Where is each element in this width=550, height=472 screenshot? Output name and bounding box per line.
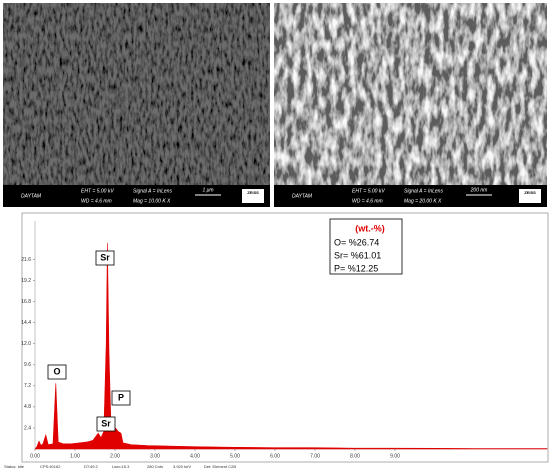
brand-logo: ZEISS	[247, 190, 259, 195]
scale-label: 200 nm	[470, 187, 488, 193]
info-bar: DAYTAM EHT = 5.00 kV WD = 4.6 mm Signal A =…	[274, 185, 547, 207]
status-item: Status: Idle	[4, 464, 25, 469]
peak-label-box	[47, 364, 67, 380]
legend-line: O= %26.74	[334, 237, 379, 247]
logo-bg	[519, 189, 541, 203]
scale-label: 1 μm	[202, 187, 213, 193]
status-item: DT:49.2	[84, 464, 99, 469]
legend-title: (wt.-%)	[355, 223, 385, 233]
y-tick-label: 4.8	[24, 404, 31, 410]
status-item: 3.920 keV	[173, 464, 191, 469]
x-tick-label: 2.00	[110, 453, 120, 459]
signal: Signal A = InLens	[404, 188, 443, 194]
signal: Signal A = InLens	[133, 188, 172, 194]
info-bar-bg	[274, 185, 547, 207]
x-tick-label: 7.00	[310, 453, 320, 459]
logo-bg	[242, 189, 264, 203]
magnification: Mag = 10.00 K X	[133, 198, 171, 204]
x-tick-label: 6.00	[270, 453, 280, 459]
y-tick-label: 7.2	[24, 383, 31, 389]
peak-label-box	[95, 250, 115, 266]
peak-label: P	[118, 392, 124, 402]
x-tick-label: 1.00	[70, 453, 80, 459]
legend-line: Sr= %61.01	[334, 250, 381, 260]
x-tick-label: 3.00	[150, 453, 160, 459]
status-item: 280 Cnts	[147, 464, 163, 469]
legend-box	[329, 218, 403, 275]
operator-label: DAYTAM	[292, 193, 313, 199]
y-tick-label: 16.8	[21, 299, 31, 305]
y-tick-label: 14.4	[21, 320, 31, 326]
x-tick-label: 9.00	[390, 453, 400, 459]
status-item: CPS:40162	[40, 464, 61, 469]
peak-label-box	[96, 416, 116, 432]
brand-logo: ZEISS	[524, 190, 536, 195]
magnification: Mag = 20.00 K X	[404, 198, 442, 204]
y-tick-label: 21.6	[21, 257, 31, 263]
y-tick-label: 12.0	[21, 341, 31, 347]
wd: WD = 4.6 mm	[352, 198, 383, 204]
x-tick-label: 8.00	[350, 453, 360, 459]
eht: EHT = 5.00 kV	[81, 188, 114, 194]
legend-line: P= %12.25	[334, 263, 378, 273]
info-bar-bg	[3, 185, 270, 207]
status-item: Lsec:15.3	[112, 464, 130, 469]
eht: EHT = 5.00 kV	[352, 188, 385, 194]
wd: WD = 4.6 mm	[81, 198, 112, 204]
x-tick-label: 5.00	[230, 453, 240, 459]
sem-image	[3, 3, 270, 185]
sem-image	[274, 3, 547, 185]
y-tick-label: 2.4	[24, 425, 31, 431]
chart-frame	[21, 212, 549, 463]
x-tick-label: 0.00	[30, 453, 40, 459]
y-tick-label: 9.6	[24, 362, 31, 368]
x-tick-label: 4.00	[190, 453, 200, 459]
info-bar: DAYTAM EHT = 5.00 kV WD = 4.6 mm Signal A =…	[3, 185, 270, 207]
operator-label: DAYTAM	[21, 193, 42, 199]
peak-label: Sr	[100, 252, 110, 262]
y-tick-label: 19.2	[21, 278, 31, 284]
status-item: Det: Element C2B	[204, 464, 236, 469]
peak-label-box	[111, 390, 131, 406]
peak-label: Sr	[101, 418, 111, 428]
peak-label: O	[53, 366, 60, 376]
